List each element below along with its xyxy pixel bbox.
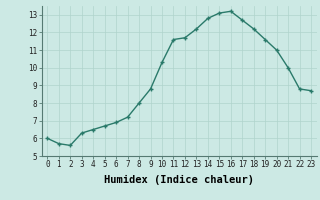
- X-axis label: Humidex (Indice chaleur): Humidex (Indice chaleur): [104, 175, 254, 185]
